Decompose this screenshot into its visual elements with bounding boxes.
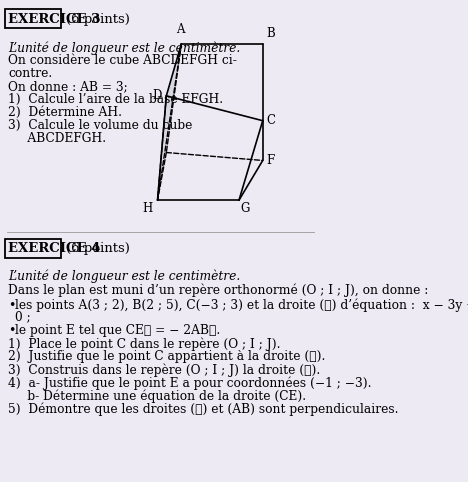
Text: 1)  Place le point C dans le repère (O ; I ; J).: 1) Place le point C dans le repère (O ; … xyxy=(8,337,281,351)
Text: contre.: contre. xyxy=(8,67,52,80)
Text: 3)  Construis dans le repère (O ; I ; J) la droite (𝒟).: 3) Construis dans le repère (O ; I ; J) … xyxy=(8,363,321,377)
Text: D: D xyxy=(152,89,161,102)
Text: •: • xyxy=(8,299,15,312)
Text: ABCDEFGH.: ABCDEFGH. xyxy=(8,132,106,145)
Text: (6 points): (6 points) xyxy=(66,13,130,26)
Text: (6 points): (6 points) xyxy=(66,242,130,255)
Text: •: • xyxy=(8,323,15,336)
Text: b- Détermine une équation de la droite (CE).: b- Détermine une équation de la droite (… xyxy=(8,389,306,402)
Text: F: F xyxy=(267,154,275,167)
Text: le point E tel que CE⃗ = − 2AB⃗.: le point E tel que CE⃗ = − 2AB⃗. xyxy=(15,323,220,336)
Text: 0 ;: 0 ; xyxy=(15,310,31,323)
Text: EXERCICE 3: EXERCICE 3 xyxy=(8,13,101,26)
Text: G: G xyxy=(241,202,250,215)
Text: On considère le cube ABCDEFGH ci-: On considère le cube ABCDEFGH ci- xyxy=(8,54,237,67)
Text: A: A xyxy=(176,23,184,36)
Text: B: B xyxy=(267,27,276,40)
Text: 2)  Justifie que le point C appartient à la droite (𝒟).: 2) Justifie que le point C appartient à … xyxy=(8,350,326,363)
Text: 5)  Démontre que les droites (𝒟) et (AB) sont perpendiculaires.: 5) Démontre que les droites (𝒟) et (AB) … xyxy=(8,402,399,415)
FancyBboxPatch shape xyxy=(6,9,61,28)
Text: 1)  Calcule l’aire de la base EFGH.: 1) Calcule l’aire de la base EFGH. xyxy=(8,93,223,106)
Text: 2)  Détermine AH.: 2) Détermine AH. xyxy=(8,106,122,119)
FancyBboxPatch shape xyxy=(6,239,61,258)
Text: Dans le plan est muni d’un repère orthonormé (O ; I ; J), on donne :: Dans le plan est muni d’un repère orthon… xyxy=(8,284,429,297)
Text: L’unité de longueur est le centimètre.: L’unité de longueur est le centimètre. xyxy=(8,41,241,54)
Text: les points A(3 ; 2), B(2 ; 5), C(−3 ; 3) et la droite (𝒟) d’équation :  x − 3y +: les points A(3 ; 2), B(2 ; 5), C(−3 ; 3)… xyxy=(15,299,468,312)
Text: EXERCICE 4: EXERCICE 4 xyxy=(8,242,101,255)
Polygon shape xyxy=(158,44,181,200)
Text: C: C xyxy=(267,114,276,127)
Text: On donne : AB = 3;: On donne : AB = 3; xyxy=(8,80,128,93)
Text: 4)  a- Justifie que le point E a pour coordonnées (−1 ; −3).: 4) a- Justifie que le point E a pour coo… xyxy=(8,376,372,390)
Text: L’unité de longueur est le centimètre.: L’unité de longueur est le centimètre. xyxy=(8,270,241,283)
Text: 3)  Calcule le volume du cube: 3) Calcule le volume du cube xyxy=(8,119,192,132)
Text: H: H xyxy=(143,202,153,215)
